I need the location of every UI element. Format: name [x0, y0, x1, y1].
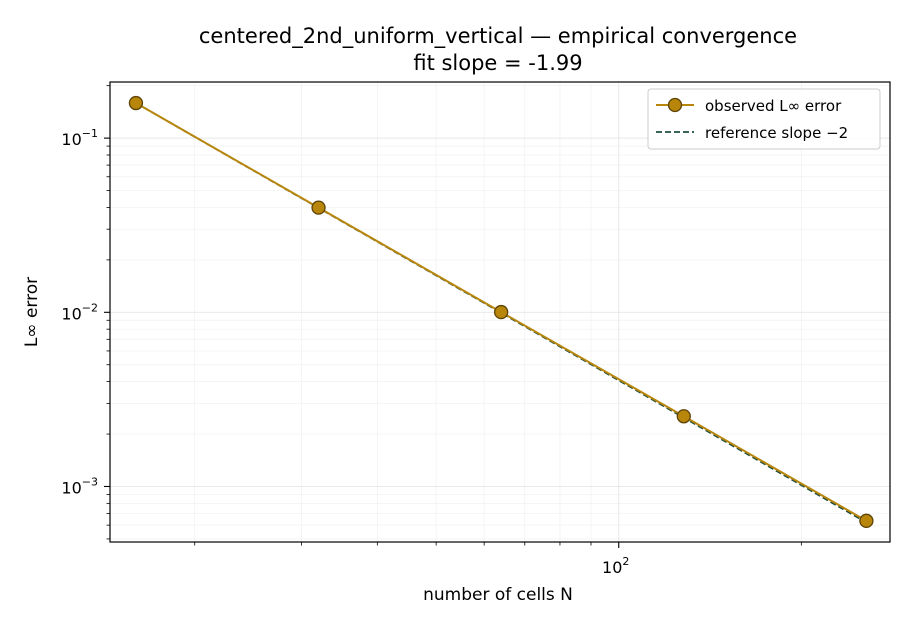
observed-point — [494, 304, 509, 320]
y-tick-label: 10−3 — [61, 475, 98, 497]
observed-series — [128, 95, 874, 528]
y-tick-label: 10−2 — [61, 301, 98, 323]
x-axis-label: number of cells N — [423, 585, 573, 605]
observed-point — [311, 200, 326, 215]
legend: observed L∞ error reference slope −2 — [647, 88, 881, 150]
chart-title: centered_2nd_uniform_vertical — empirica… — [199, 24, 797, 49]
chart-subtitle: fit slope = -1.99 — [413, 51, 582, 75]
legend-observed-marker — [667, 97, 683, 113]
observed-point — [676, 409, 691, 424]
legend-reference-label: reference slope −2 — [705, 124, 848, 142]
legend-observed-label: observed L∞ error — [705, 97, 842, 115]
observed-point — [859, 513, 874, 528]
y-axis-ticks: 10−1 10−2 10−3 — [61, 85, 110, 540]
x-axis-ticks: 102 — [194, 542, 802, 577]
observed-point — [128, 95, 144, 111]
y-tick-label: 10−1 — [61, 127, 98, 149]
y-axis-label: L∞ error — [22, 277, 42, 347]
legend-box — [647, 88, 881, 150]
x-tick-label: 102 — [602, 555, 629, 577]
